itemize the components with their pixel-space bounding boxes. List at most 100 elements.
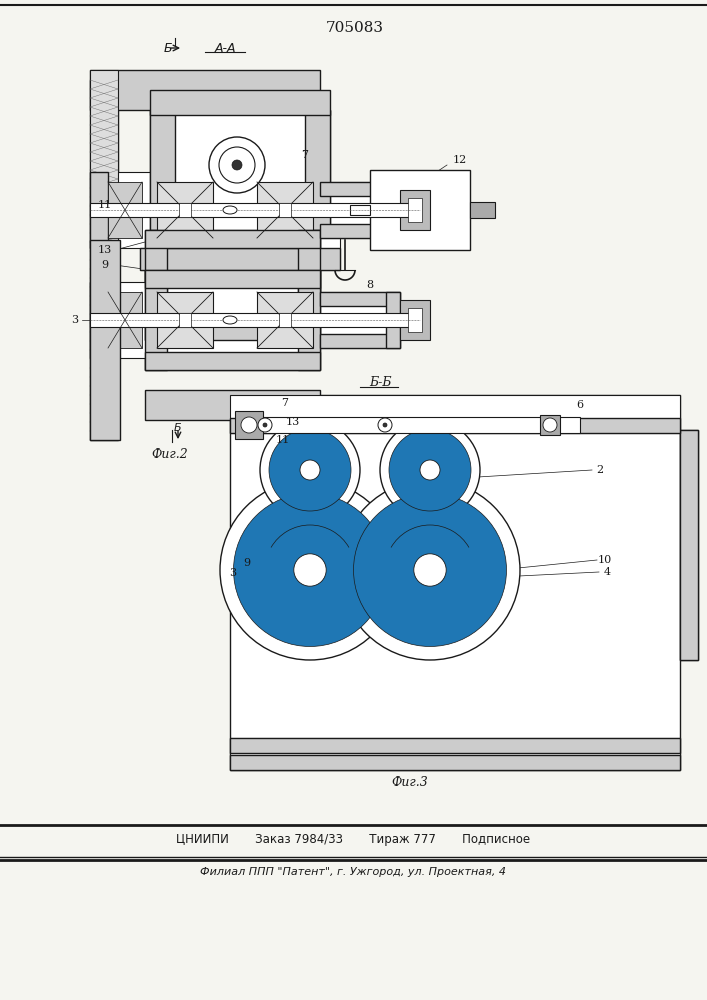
Bar (150, 110, 330, 230)
Text: Б: Б (164, 41, 173, 54)
Bar (320, 292, 400, 348)
Bar (145, 270, 320, 370)
Bar (386, 182, 400, 238)
Circle shape (294, 554, 326, 586)
Text: ЦНИИПИ       Заказ 7984/33       Тираж 777       Подписное: ЦНИИПИ Заказ 7984/33 Тираж 777 Подписное (176, 834, 530, 846)
Bar (90, 203, 420, 217)
Circle shape (258, 418, 272, 432)
Bar (250, 417, 580, 433)
Bar (179, 313, 191, 327)
Bar (386, 292, 400, 348)
Circle shape (233, 493, 387, 647)
Text: 13: 13 (286, 417, 300, 427)
Circle shape (420, 460, 440, 480)
Circle shape (380, 420, 480, 520)
Text: 12: 12 (453, 155, 467, 165)
Circle shape (279, 538, 341, 601)
Bar (257, 292, 313, 348)
Bar (145, 352, 320, 370)
Bar (150, 110, 175, 230)
Bar (257, 182, 313, 238)
Bar (90, 70, 118, 440)
Bar (145, 322, 320, 340)
Ellipse shape (223, 206, 237, 214)
Circle shape (378, 418, 392, 432)
Bar (400, 190, 430, 230)
Ellipse shape (223, 316, 237, 324)
Bar (680, 430, 698, 660)
Bar (90, 313, 420, 327)
Bar (320, 334, 400, 348)
Bar (157, 292, 213, 348)
Bar (230, 395, 680, 770)
Bar (90, 172, 160, 248)
Circle shape (383, 423, 387, 427)
Circle shape (260, 420, 360, 520)
Bar (408, 308, 422, 332)
Text: 3: 3 (71, 315, 78, 325)
Bar (90, 172, 108, 248)
Bar (145, 230, 320, 248)
Text: 8: 8 (366, 280, 373, 290)
Bar (298, 270, 320, 370)
Circle shape (232, 160, 242, 170)
Text: 2: 2 (597, 465, 604, 475)
Bar (108, 292, 142, 348)
Bar (230, 395, 680, 433)
Bar (680, 430, 698, 660)
Bar (320, 224, 400, 238)
Bar (470, 202, 495, 218)
Circle shape (241, 417, 257, 433)
Text: 7: 7 (301, 150, 308, 160)
Text: Филиал ППП "Патент", г. Ужгород, ул. Проектная, 4: Филиал ППП "Патент", г. Ужгород, ул. Про… (200, 867, 506, 877)
Bar (408, 198, 422, 222)
Bar (230, 418, 680, 433)
Circle shape (389, 429, 471, 511)
Circle shape (354, 493, 506, 647)
Bar (400, 300, 430, 340)
Text: А-А: А-А (214, 41, 235, 54)
Bar (90, 70, 320, 110)
Circle shape (263, 423, 267, 427)
Text: 7: 7 (281, 398, 288, 408)
Bar (140, 200, 340, 270)
Circle shape (219, 147, 255, 183)
Text: 11: 11 (276, 435, 290, 445)
Bar (90, 240, 120, 440)
Circle shape (399, 538, 462, 601)
Bar (145, 230, 167, 340)
Bar (320, 182, 400, 196)
Bar (320, 182, 400, 238)
Circle shape (543, 418, 557, 432)
Bar (305, 110, 330, 230)
Circle shape (340, 480, 520, 660)
Bar (370, 170, 470, 250)
Text: 6: 6 (576, 400, 583, 410)
Text: 3: 3 (230, 568, 237, 578)
Bar (230, 755, 680, 770)
Bar (298, 230, 320, 340)
Text: 9: 9 (243, 558, 250, 568)
Bar (145, 230, 320, 340)
Bar (235, 411, 263, 439)
Circle shape (410, 450, 450, 490)
Bar (90, 80, 118, 440)
Text: Б: Б (174, 423, 182, 433)
Text: Фиг.3: Фиг.3 (392, 776, 428, 790)
Text: 9: 9 (101, 260, 109, 270)
Text: Фиг.2: Фиг.2 (151, 448, 188, 462)
Bar (350, 205, 370, 215)
Circle shape (300, 460, 320, 480)
Bar (279, 203, 291, 217)
Bar (157, 182, 213, 238)
Bar (540, 415, 560, 435)
Bar (230, 738, 680, 753)
Circle shape (269, 429, 351, 511)
Circle shape (220, 480, 400, 660)
Bar (279, 313, 291, 327)
Text: 4: 4 (604, 567, 611, 577)
Text: 11: 11 (98, 200, 112, 210)
Bar (90, 282, 108, 358)
Bar (179, 203, 191, 217)
Bar (150, 90, 330, 115)
